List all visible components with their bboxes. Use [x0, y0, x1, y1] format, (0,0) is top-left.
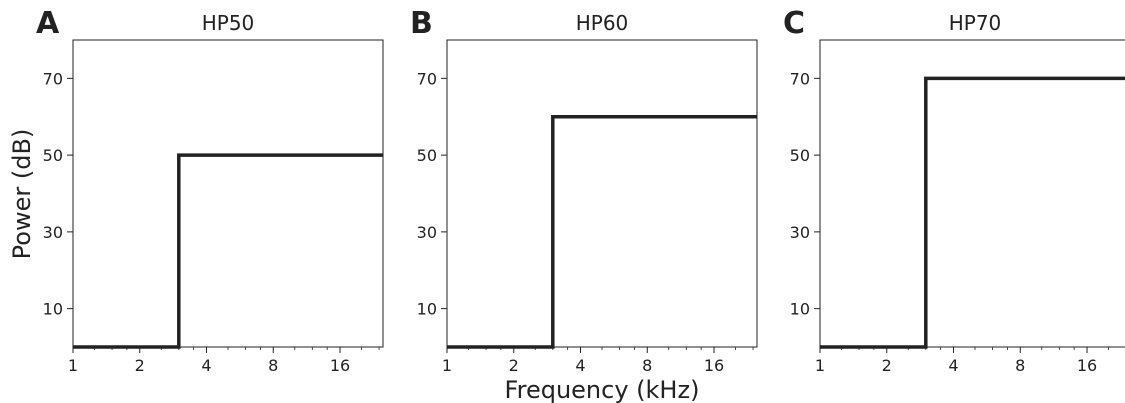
plot-frame	[819, 39, 1125, 348]
series-line	[447, 115, 757, 349]
y-tick-label: 70	[790, 69, 810, 88]
chart-title: HP70	[949, 11, 1002, 35]
x-tick-label: 1	[442, 356, 452, 375]
y-tick-label: 10	[43, 300, 63, 319]
chart-title: HP50	[202, 11, 255, 35]
x-tick-label: 2	[882, 356, 892, 375]
x-tick-label: 4	[948, 356, 958, 375]
y-tick-label: 30	[43, 223, 63, 242]
y-tick-label: 10	[417, 300, 437, 319]
y-axis-label: Power (dB)	[8, 129, 36, 260]
x-tick-label: 16	[330, 356, 350, 375]
chart-title: HP60	[576, 11, 629, 35]
x-tick-label: 1	[815, 356, 825, 375]
y-tick-label: 30	[790, 223, 810, 242]
y-tick-label: 70	[417, 69, 437, 88]
x-tick-label: 4	[575, 356, 585, 375]
x-axis-label: Frequency (kHz)	[505, 376, 700, 403]
series-line	[820, 76, 1125, 349]
x-tick-label: 1	[68, 356, 78, 375]
chart-panel-a: A HP50 10 30 50 70 1 2 4 8 16	[36, 6, 384, 375]
panel-letter: B	[410, 6, 433, 41]
x-tick-label: 2	[509, 356, 519, 375]
y-tick-label: 50	[43, 146, 63, 165]
panel-letter: C	[783, 6, 805, 41]
chart-panel-b: B HP60 10 30 50 70 1 2 4 8 16	[410, 6, 758, 375]
chart-panel-c: C HP70 10 30 50 70 1 2 4 8 16	[783, 6, 1125, 375]
x-tick-label: 8	[1015, 356, 1025, 375]
x-tick-label: 8	[268, 356, 278, 375]
y-tick-label: 50	[790, 146, 810, 165]
panel-letter: A	[36, 6, 60, 41]
x-tick-label: 4	[201, 356, 211, 375]
plot-frame	[72, 39, 384, 348]
x-tick-label: 8	[642, 356, 652, 375]
y-tick-label: 30	[417, 223, 437, 242]
y-tick-label: 70	[43, 69, 63, 88]
x-tick-label: 2	[135, 356, 145, 375]
x-tick-label: 16	[704, 356, 724, 375]
y-tick-label: 10	[790, 300, 810, 319]
x-tick-label: 16	[1077, 356, 1097, 375]
y-tick-label: 50	[417, 146, 437, 165]
series-line	[73, 153, 383, 349]
plot-frame	[446, 39, 758, 348]
